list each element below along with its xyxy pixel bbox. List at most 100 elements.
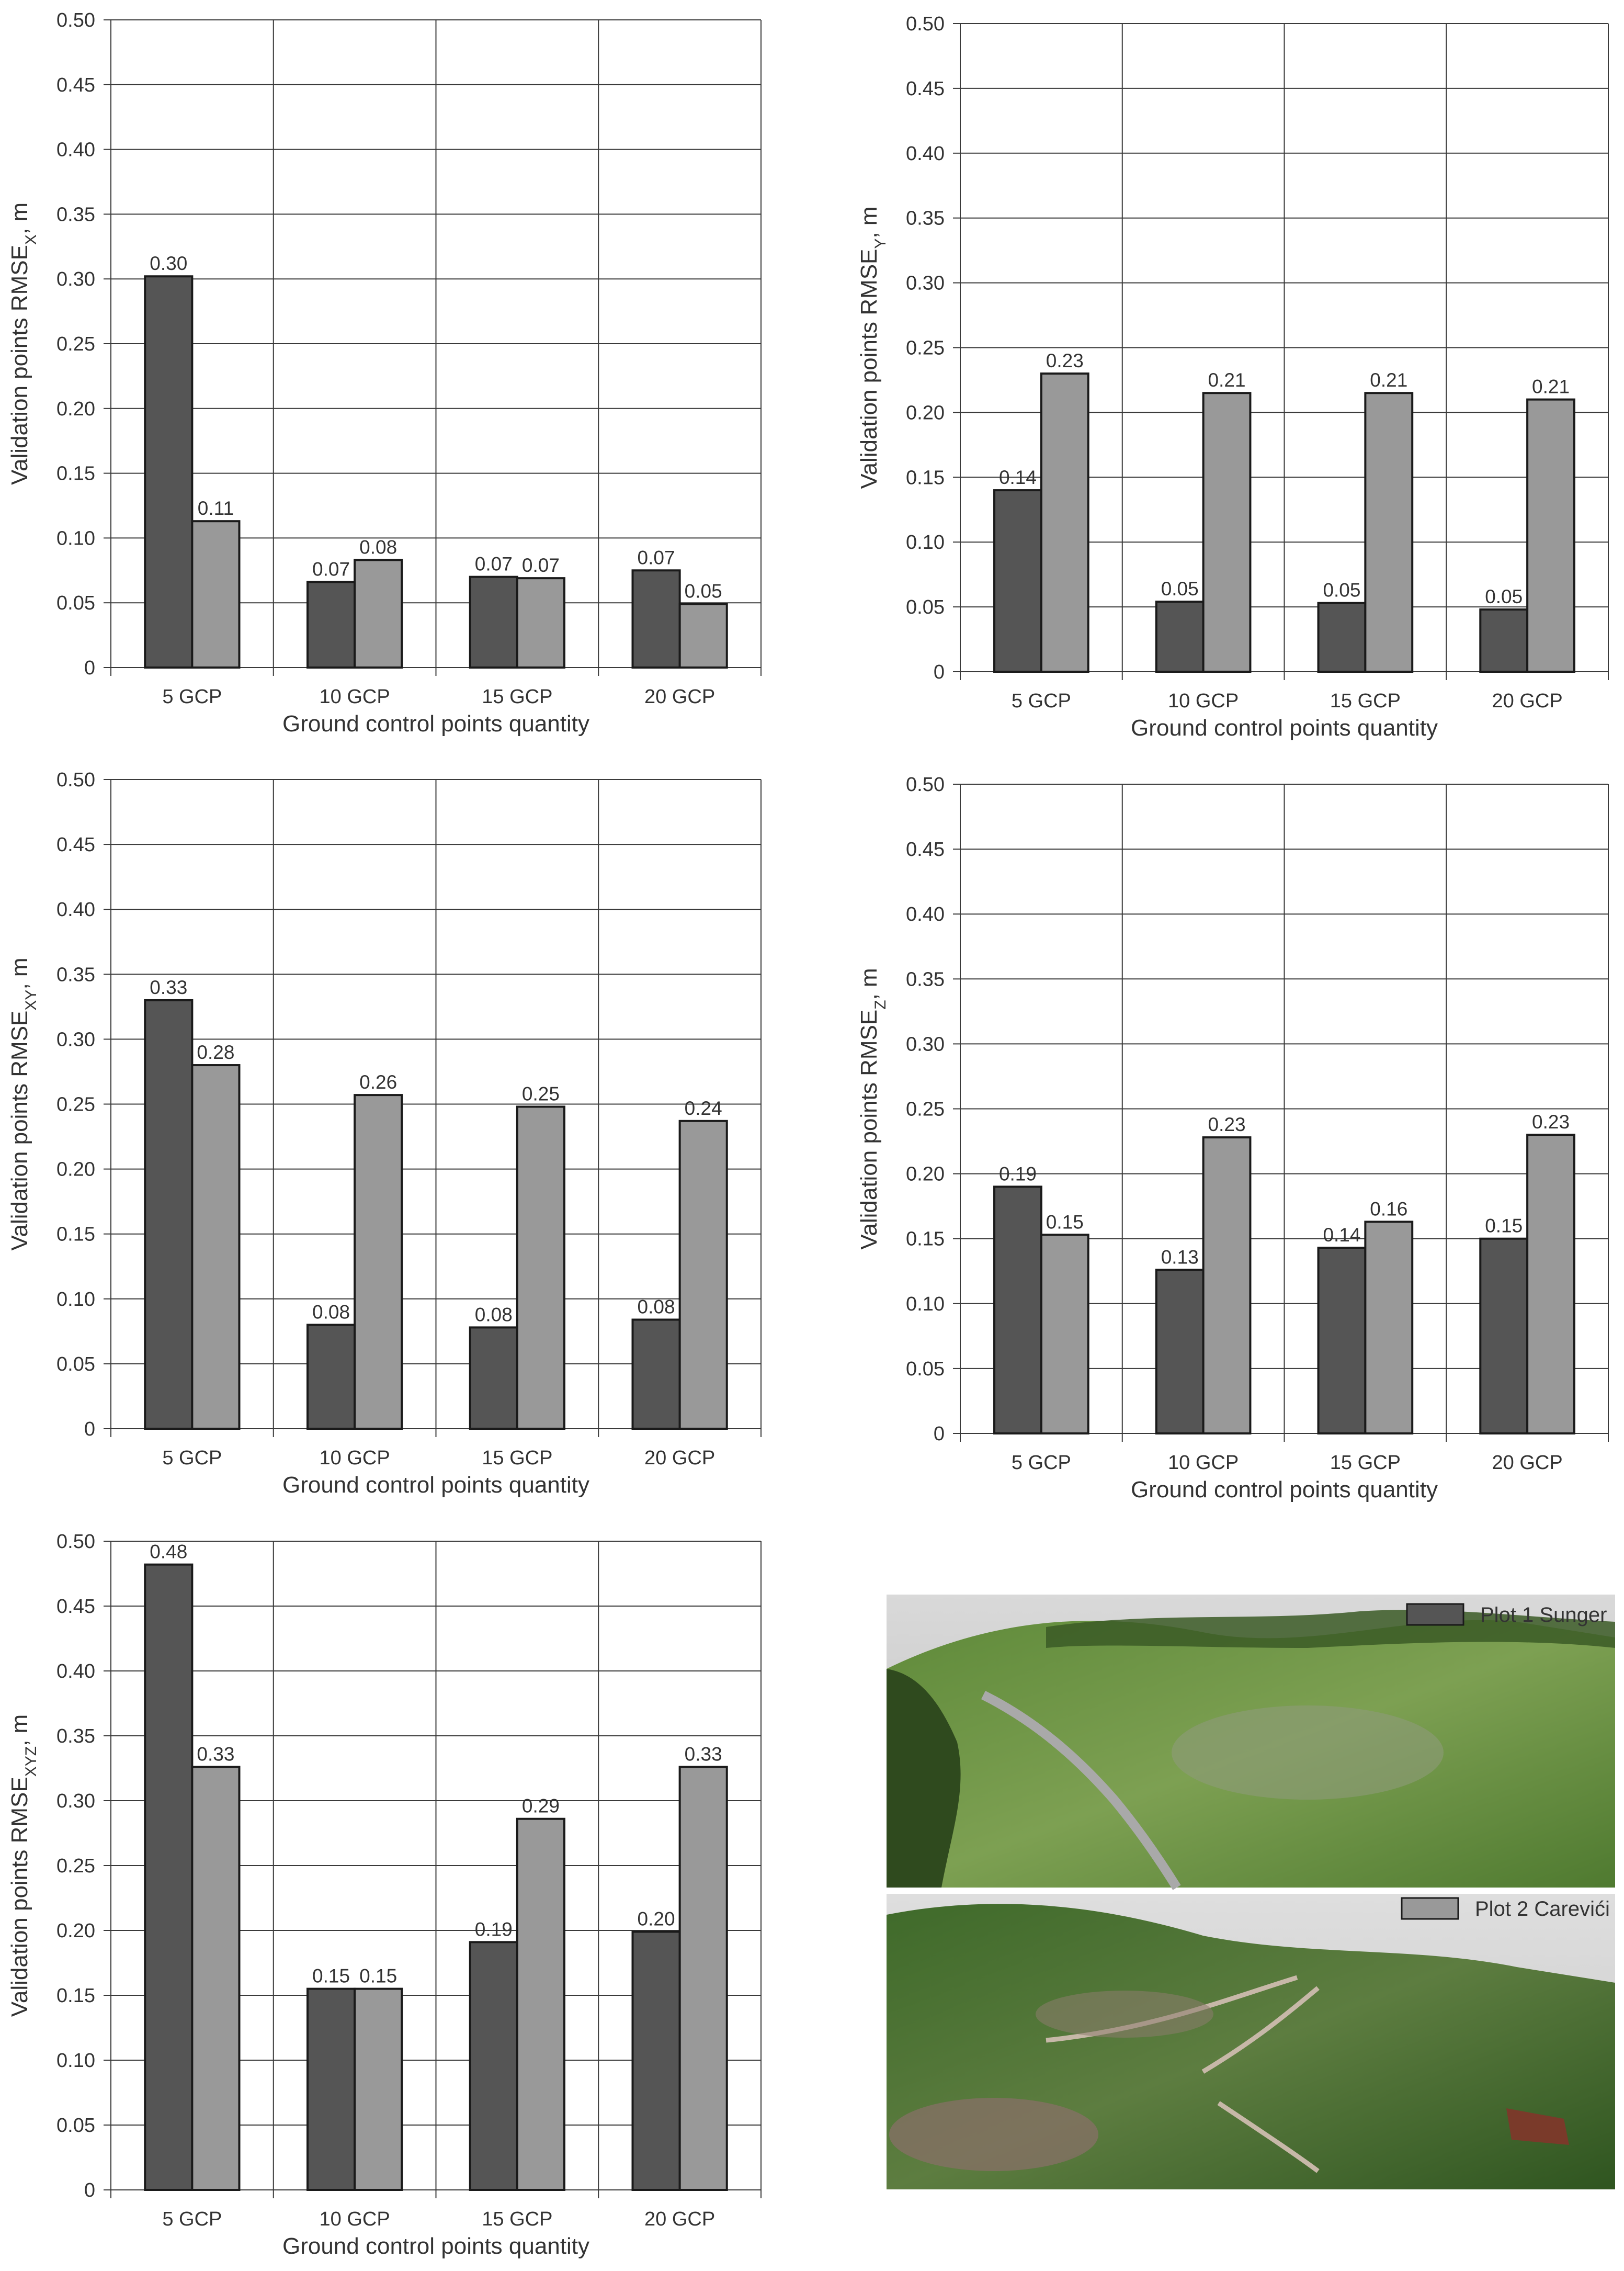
y-tick-label: 0.05 (906, 596, 945, 618)
bar-plot1 (469, 1326, 518, 1430)
y-tick-label: 0 (934, 661, 945, 683)
bar-plot2 (354, 559, 403, 669)
y-tick-label: 0.50 (906, 774, 945, 796)
bar-plot1 (1479, 1237, 1529, 1434)
bar-plot1 (1479, 608, 1529, 673)
x-tick-label: 5 GCP (162, 1447, 222, 1469)
bar-plot1 (1155, 1269, 1205, 1435)
data-label: 0.23 (1208, 1114, 1246, 1135)
bar-plot2 (354, 1987, 403, 2191)
bar-plot2 (1526, 398, 1575, 673)
x-tick-label: 20 GCP (644, 686, 715, 708)
x-axis-title: Ground control points quantity (282, 2233, 589, 2259)
bar-plot2 (1202, 1136, 1252, 1434)
x-tick-label: 15 GCP (1330, 690, 1401, 712)
y-tick-label: 0.05 (56, 2115, 95, 2137)
bar-plot2 (1040, 372, 1089, 673)
data-label: 0.21 (1370, 369, 1407, 391)
chart-3: 0 0.05 0.10 0.15 0.20 0.25 0.30 0.35 0.40 0.45 0.5… (7, 769, 762, 1498)
data-label: 0.33 (197, 1744, 234, 1765)
bar-plot1 (144, 1563, 194, 2191)
legend-swatch-2 (1401, 1897, 1459, 1920)
data-label: 0.28 (197, 1042, 234, 1063)
y-tick-label: 0.10 (906, 532, 945, 553)
data-label: 0.15 (1046, 1211, 1084, 1233)
bar-plot2 (678, 603, 728, 669)
y-tick-label: 0.20 (906, 402, 945, 424)
data-label: 0.30 (150, 253, 187, 274)
chart-panels: 0 0.05 0.10 0.15 0.20 0.25 0.30 0.35 0.40 0.45 0.5… (7, 9, 1609, 2259)
y-tick-label: 0.10 (56, 527, 95, 549)
y-tick-label: 0.35 (56, 964, 95, 986)
data-label: 0.08 (359, 536, 397, 558)
x-tick-label: 15 GCP (482, 1447, 552, 1469)
data-label: 0.33 (685, 1744, 722, 1765)
y-tick-label: 0.25 (56, 1094, 95, 1116)
x-tick-label: 15 GCP (482, 2208, 552, 2230)
y-tick-label: 0.10 (906, 1293, 945, 1315)
x-tick-label: 10 GCP (1168, 690, 1239, 712)
x-tick-label: 20 GCP (644, 1447, 715, 1469)
data-label: 0.05 (685, 581, 722, 602)
bar-plot2 (191, 1766, 241, 2191)
y-tick-label: 0.15 (906, 1228, 945, 1250)
y-tick-label: 0.15 (56, 1985, 95, 2007)
y-tick-label: 0.25 (906, 337, 945, 359)
y-tick-label: 0.40 (906, 143, 945, 165)
bar-plot1 (306, 1324, 356, 1430)
y-tick-label: 0.35 (56, 204, 95, 225)
y-tick-label: 0 (934, 1423, 945, 1445)
data-label: 0.15 (359, 1965, 397, 1987)
y-tick-label: 0.45 (906, 839, 945, 861)
chart-1: 0 0.05 0.10 0.15 0.20 0.25 0.30 0.35 0.40 0.45 0.5… (7, 9, 762, 737)
data-label: 0.05 (1323, 580, 1360, 601)
y-tick-label: 0.45 (56, 834, 95, 856)
y-tick-label: 0 (84, 657, 95, 679)
bar-plot1 (631, 1318, 681, 1430)
data-label: 0.08 (475, 1304, 513, 1325)
y-tick-label: 0.50 (906, 13, 945, 35)
data-label: 0.14 (1323, 1224, 1360, 1246)
y-tick-label: 0.05 (56, 1353, 95, 1375)
x-axis-title: Ground control points quantity (1131, 1477, 1438, 1502)
y-tick-label: 0 (84, 1418, 95, 1440)
y-axis-title: Validation points RMSEXY, m (7, 957, 40, 1250)
y-tick-label: 0.15 (56, 1224, 95, 1246)
x-tick-label: 20 GCP (644, 2208, 715, 2230)
y-tick-label: 0.25 (56, 1855, 95, 1877)
data-label: 0.29 (522, 1795, 560, 1817)
y-tick-label: 0.40 (56, 899, 95, 921)
bar-plot2 (1202, 392, 1252, 673)
y-axis-title: Validation points RMSEZ, m (856, 968, 889, 1249)
bar-plot1 (306, 581, 356, 669)
data-label: 0.20 (638, 1908, 675, 1929)
y-tick-label: 0.35 (906, 208, 945, 230)
y-tick-label: 0.45 (906, 78, 945, 100)
y-tick-label: 0.25 (906, 1099, 945, 1121)
data-label: 0.15 (1485, 1215, 1523, 1237)
y-tick-label: 0.35 (56, 1725, 95, 1747)
y-axis-title: Validation points RMSEX, m (7, 202, 40, 485)
data-label: 0.07 (475, 553, 513, 575)
y-tick-label: 0.05 (906, 1358, 945, 1380)
bar-plot2 (1526, 1134, 1575, 1434)
data-label: 0.48 (150, 1541, 187, 1563)
bar-plot1 (631, 1930, 681, 2191)
x-axis-title: Ground control points quantity (282, 711, 589, 737)
y-tick-label: 0.50 (56, 9, 95, 31)
data-label: 0.07 (312, 559, 350, 580)
bar-plot2 (191, 1064, 241, 1430)
data-label: 0.21 (1208, 369, 1246, 391)
y-axis-title: Validation points RMSEXYZ, m (7, 1714, 40, 2017)
x-tick-label: 5 GCP (162, 2208, 222, 2230)
data-label: 0.21 (1532, 376, 1570, 398)
y-tick-label: 0.30 (56, 268, 95, 290)
x-tick-label: 15 GCP (1330, 1452, 1401, 1474)
data-label: 0.15 (312, 1965, 350, 1987)
y-tick-label: 0.50 (56, 769, 95, 791)
data-label: 0.19 (475, 1918, 513, 1940)
chart-4: 0 0.05 0.10 0.15 0.20 0.25 0.30 0.35 0.40 0.45 0.5… (856, 774, 1609, 1502)
bar-plot1 (993, 489, 1042, 673)
data-label: 0.08 (312, 1301, 350, 1323)
data-label: 0.07 (522, 555, 560, 576)
